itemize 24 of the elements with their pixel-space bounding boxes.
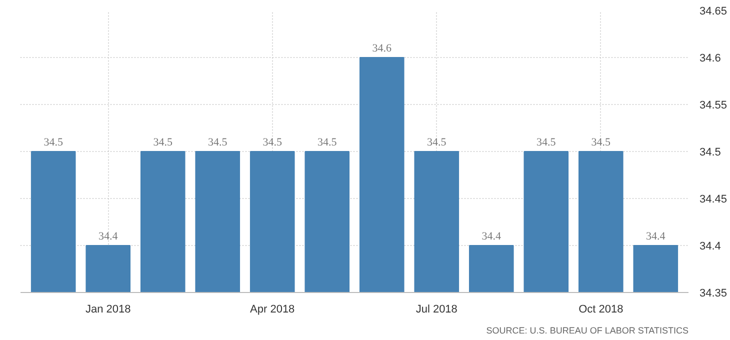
data-label: 34.4 [646, 230, 666, 242]
x-tick-label: Jan 2018 [85, 304, 131, 316]
data-label: 34.5 [536, 136, 556, 148]
data-label: 34.5 [427, 136, 447, 148]
y-tick-label: 34.4 [700, 240, 721, 252]
x-tick-label: Jul 2018 [416, 304, 458, 316]
y-tick-label: 34.6 [700, 52, 721, 64]
x-tick-label: Oct 2018 [578, 304, 624, 316]
y-tick-label: 34.55 [700, 100, 728, 112]
data-label: 34.5 [208, 136, 228, 148]
y-tick-label: 34.45 [700, 194, 728, 206]
data-label: 34.5 [153, 136, 173, 148]
x-tick-label: Apr 2018 [250, 304, 295, 316]
data-label: 34.6 [372, 42, 392, 54]
source-note: SOURCE: U.S. BUREAU OF LABOR STATISTICS [486, 326, 689, 336]
data-label: 34.4 [98, 230, 118, 242]
y-tick-label: 34.5 [700, 146, 721, 158]
data-label: 34.5 [318, 136, 338, 148]
data-label: 34.5 [44, 136, 64, 148]
data-label: 34.5 [262, 136, 282, 148]
y-tick-label: 34.35 [700, 288, 728, 300]
data-label: 34.5 [591, 136, 612, 148]
data-label: 34.4 [482, 230, 502, 242]
y-tick-label: 34.65 [700, 6, 728, 18]
